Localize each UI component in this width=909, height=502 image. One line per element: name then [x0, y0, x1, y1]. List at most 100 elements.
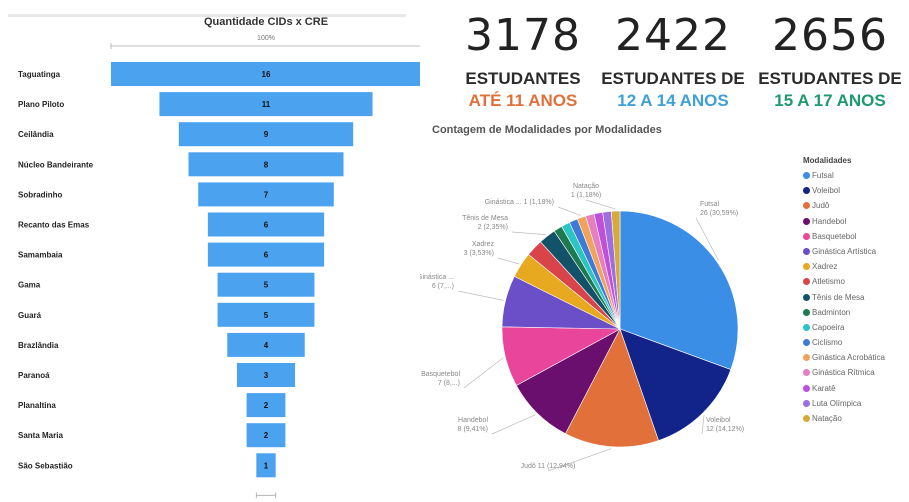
legend-item[interactable]: Ginástica Artística: [803, 244, 885, 259]
legend-label: Futsal: [812, 171, 834, 180]
funnel-value-label: 5: [264, 311, 269, 320]
funnel-category-label: Planaltina: [18, 401, 56, 410]
kpi-under-11: 3178 ESTUDANTES ATÉ 11 ANOS: [448, 8, 598, 112]
pie-slice-label: Ginástica ... 1 (1,18%): [485, 199, 554, 206]
funnel-category-label: Santa Maria: [18, 431, 63, 440]
legend-item[interactable]: Ginástica Rítmica: [803, 365, 885, 380]
legend-swatch: [803, 293, 810, 301]
legend-label: Luta Olímpica: [812, 398, 862, 408]
kpi-label-line2: ATÉ 11 ANOS: [468, 91, 578, 110]
kpi-label-line1: ESTUDANTES DE: [601, 69, 745, 88]
legend-swatch: [803, 278, 810, 286]
legend-item[interactable]: Ginástica Acrobática: [803, 350, 885, 365]
legend-item[interactable]: Judô: [803, 198, 885, 213]
legend-label: Basquetebol: [812, 231, 857, 241]
pie-slice-label: Judô 11 (12,94%): [521, 463, 576, 470]
legend-swatch: [803, 232, 810, 240]
funnel-value-label: 2: [264, 431, 269, 440]
funnel-value-label: 7: [264, 190, 269, 199]
funnel-value-label: 8: [264, 160, 269, 169]
pie-leader-line: [547, 448, 612, 472]
funnel-category-label: Guará: [18, 311, 42, 320]
legend-item[interactable]: Atletismo: [803, 274, 885, 289]
funnel-value-label: 9: [264, 130, 269, 139]
pie-slice[interactable]: [610, 210, 621, 330]
funnel-category-label: Ceilândia: [18, 130, 54, 139]
legend-item[interactable]: Ciclismo: [803, 335, 885, 350]
funnel-bar: [159, 92, 373, 117]
pie-leader-line: [491, 414, 537, 435]
funnel-value-label: 2: [264, 401, 269, 410]
legend-item[interactable]: Voleibol: [803, 183, 885, 198]
funnel-bar: [178, 122, 354, 147]
legend-item[interactable]: Tênis de Mesa: [803, 290, 885, 305]
legend-title: Modalidades: [803, 156, 852, 165]
legend-label: Voleibol: [812, 186, 841, 196]
legend-swatch: [803, 399, 810, 407]
funnel-bar: [207, 212, 325, 237]
legend-item[interactable]: Futsal: [803, 168, 885, 183]
funnel-value-label: 4: [264, 341, 269, 350]
pie-slice[interactable]: [619, 328, 732, 441]
legend-swatch: [803, 323, 810, 331]
funnel-category-label: São Sebastião: [18, 461, 73, 470]
kpi-label-line1: ESTUDANTES DE: [758, 69, 902, 88]
legend-label: Ginástica Artística: [812, 246, 877, 256]
legend-label: Karatê: [812, 383, 836, 393]
funnel-value-label: 6: [264, 251, 269, 260]
legend-item[interactable]: Luta Olímpica: [803, 396, 885, 411]
funnel-bar: [217, 272, 315, 297]
pie-slice[interactable]: [619, 210, 739, 370]
funnel-category-label: Recanto das Emas: [18, 221, 90, 230]
legend-swatch: [803, 263, 810, 271]
funnel-value-label: 5: [264, 281, 269, 290]
legend-label: Capoeira: [812, 322, 845, 332]
pie-slice-label: Natação 1 (1,18%): [571, 183, 601, 199]
funnel-value-label: 6: [264, 221, 269, 230]
pie-leader-line: [511, 231, 546, 235]
legend-swatch: [803, 369, 810, 377]
pie-slice-label: Futsal 26 (30,59%): [700, 201, 738, 217]
legend-swatch: [803, 308, 810, 316]
pie-leader-line: [695, 217, 719, 261]
pie-slice-label: Ginástica ... 6 (7,...): [420, 274, 454, 290]
legend-swatch: [803, 415, 810, 422]
pie-slice-label: Xadrez 3 (3,53%): [464, 241, 495, 257]
legend-item[interactable]: Karatê: [803, 381, 885, 396]
pie-slice[interactable]: [565, 328, 659, 448]
funnel-bar: [246, 393, 286, 418]
funnel-category-label: Sobradinho: [18, 190, 63, 199]
pie-legend: Modalidades Futsal Voleibol Judô Handebol Ba…: [803, 156, 885, 426]
legend-item[interactable]: Basquetebol: [803, 229, 885, 244]
legend-item[interactable]: Xadrez: [803, 259, 885, 274]
pie-slice-label: Basquetebol 7 (8,...): [421, 371, 460, 387]
pie-slice-label: Handebol 8 (9,41%): [458, 417, 489, 433]
funnel-title: Quantidade CIDs x CRE: [204, 16, 328, 28]
kpi-12-14: 2422 ESTUDANTES DE 12 A 14 ANOS: [598, 8, 748, 112]
legend-item[interactable]: Natação: [803, 411, 885, 426]
legend-item[interactable]: Badminton: [803, 305, 885, 320]
kpi-value: 2422: [615, 10, 731, 61]
funnel-category-label: Samambaia: [18, 251, 63, 260]
kpi-label-line2: 15 A 17 ANOS: [774, 91, 886, 110]
pie-slice-label: Tênis de Mesa 2 (2,35%): [462, 215, 508, 231]
funnel-bar: [246, 423, 286, 448]
funnel-value-label: 16: [262, 70, 271, 79]
funnel-bar: [188, 152, 344, 177]
pie-leader-line: [457, 290, 504, 301]
funnel-bar: [111, 62, 420, 86]
funnel-category-label: Núcleo Bandeirante: [18, 160, 94, 169]
legend-swatch: [803, 384, 810, 392]
funnel-value-label: 3: [264, 371, 269, 380]
funnel-category-label: Paranoá: [18, 371, 50, 380]
funnel-category-label: Taguatinga: [18, 70, 61, 79]
header-strip: [8, 14, 406, 17]
legend-item[interactable]: Handebol: [803, 214, 885, 229]
legend-swatch: [803, 187, 810, 195]
funnel-bar: [217, 302, 315, 327]
legend-item[interactable]: Capoeira: [803, 320, 885, 335]
legend-swatch: [803, 202, 810, 210]
funnel-value-label: 1: [264, 461, 269, 470]
kpi-label-line1: ESTUDANTES: [465, 69, 581, 88]
